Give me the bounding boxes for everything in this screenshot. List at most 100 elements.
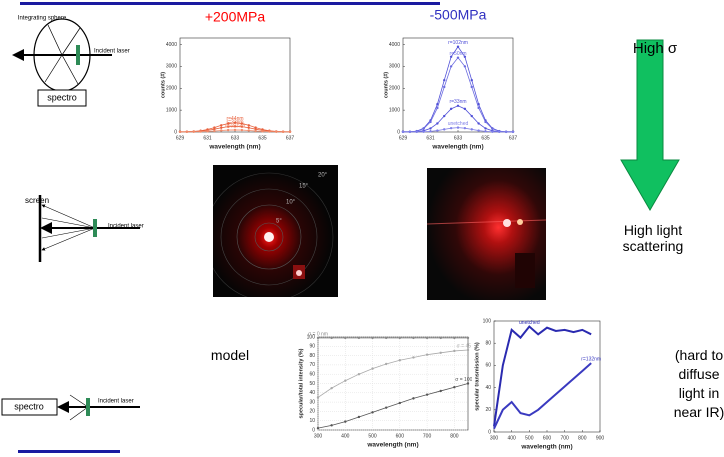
data-point — [398, 401, 402, 405]
data-point — [226, 128, 230, 132]
data-point — [412, 336, 415, 340]
data-point — [408, 130, 412, 134]
data-point — [247, 129, 250, 132]
series-label: σ = 100 nm — [455, 377, 472, 383]
y-tick-label: 0 — [488, 429, 491, 435]
series-line — [317, 383, 469, 429]
y-axis-label: counts (#) — [383, 72, 389, 98]
data-point — [449, 55, 453, 58]
y-tick-label: 0 — [397, 129, 400, 135]
x-tick-label: 633 — [454, 135, 463, 141]
chart: 0 10 20 30 40 50 60 70 80 90 100 300 400 500 600 700 800… — [298, 331, 472, 448]
y-tick-label: 60 — [309, 372, 315, 378]
x-tick-label: 631 — [426, 135, 435, 141]
data-point — [240, 128, 244, 132]
data-point — [247, 126, 250, 129]
data-point — [371, 411, 374, 414]
data-point — [504, 130, 508, 134]
data-point — [330, 336, 333, 340]
data-point — [415, 130, 418, 134]
data-point — [470, 128, 473, 131]
x-tick-label: 800 — [450, 433, 459, 439]
data-point — [470, 114, 473, 118]
y-tick-label: 100 — [307, 334, 316, 340]
sample — [93, 219, 97, 237]
data-point — [268, 130, 271, 133]
data-point — [247, 124, 250, 127]
header-bar — [20, 2, 440, 5]
data-point — [206, 130, 209, 133]
angle-label: 10° — [286, 200, 296, 206]
data-point — [384, 362, 388, 366]
data-point — [316, 396, 320, 399]
x-axis-label: wavelength (nm) — [208, 144, 260, 151]
y-axis-label: specular/total intensity (%) — [298, 348, 304, 418]
data-point — [463, 55, 467, 58]
series-label: r=44nm — [226, 116, 243, 122]
model-label: model — [210, 347, 250, 363]
data-point — [233, 128, 237, 132]
y-tick-label: 1000 — [389, 107, 400, 113]
y-tick-label: 70 — [309, 362, 315, 368]
data-point — [466, 348, 470, 352]
chart-title: +200MPa — [205, 9, 266, 25]
sample — [76, 45, 80, 65]
y-tick-label: 30 — [309, 399, 315, 405]
data-point — [357, 415, 361, 419]
setup-diagrams: Integrating sphere Incident laser spectr… — [1, 16, 144, 421]
data-point — [213, 129, 216, 133]
series-line — [317, 349, 469, 398]
y-tick-label: 20 — [309, 409, 315, 415]
y-tick-label: 80 — [485, 341, 491, 347]
data-point — [371, 367, 374, 370]
data-point — [484, 127, 487, 130]
data-point — [484, 120, 487, 124]
data-point — [466, 382, 470, 385]
data-point — [330, 424, 333, 427]
data-point — [192, 130, 195, 133]
data-point — [288, 130, 292, 134]
y-tick-label: 3000 — [166, 64, 177, 70]
data-point — [456, 126, 460, 129]
angle-label: 5° — [276, 219, 282, 225]
data-point — [185, 130, 189, 134]
data-point — [477, 122, 480, 125]
sample — [86, 398, 90, 416]
series-label: r=102nm — [448, 40, 468, 46]
data-point — [344, 420, 347, 423]
y-tick-label: 4000 — [166, 42, 177, 48]
x-tick-label: 300 — [490, 435, 499, 441]
data-point — [316, 336, 320, 340]
note-label: (hard to diffuse light in near IR) — [673, 347, 724, 420]
y-axis-label: counts (#) — [160, 72, 166, 98]
data-point — [425, 393, 429, 396]
x-tick-label: 629 — [399, 135, 408, 141]
data-point — [422, 130, 425, 133]
data-point — [240, 125, 244, 128]
y-tick-label: 3000 — [389, 64, 400, 70]
data-point — [422, 127, 425, 130]
data-point — [429, 130, 432, 133]
angle-label: 15° — [299, 184, 309, 190]
x-tick-label: 500 — [525, 435, 534, 441]
y-tick-label: 20 — [485, 407, 491, 413]
data-point — [449, 107, 453, 111]
laser-label: Incident laser — [98, 399, 134, 405]
x-tick-label: 700 — [423, 433, 432, 439]
data-point — [344, 336, 347, 340]
data-point — [233, 121, 237, 125]
series-label: unetched — [448, 121, 469, 127]
data-point — [477, 106, 480, 110]
x-tick-label: 700 — [560, 435, 569, 441]
y-tick-label: 50 — [309, 381, 315, 387]
data-point — [220, 129, 223, 132]
series-label: σ = 0 nm — [308, 331, 328, 337]
data-point — [477, 129, 480, 132]
data-point — [316, 426, 320, 430]
data-point — [453, 386, 456, 389]
data-point — [439, 351, 442, 355]
data-point — [220, 126, 223, 129]
data-point — [213, 127, 216, 131]
angle-label: 20° — [318, 173, 328, 179]
scatter-photo: 20° 15° 10° 5° — [213, 165, 338, 297]
